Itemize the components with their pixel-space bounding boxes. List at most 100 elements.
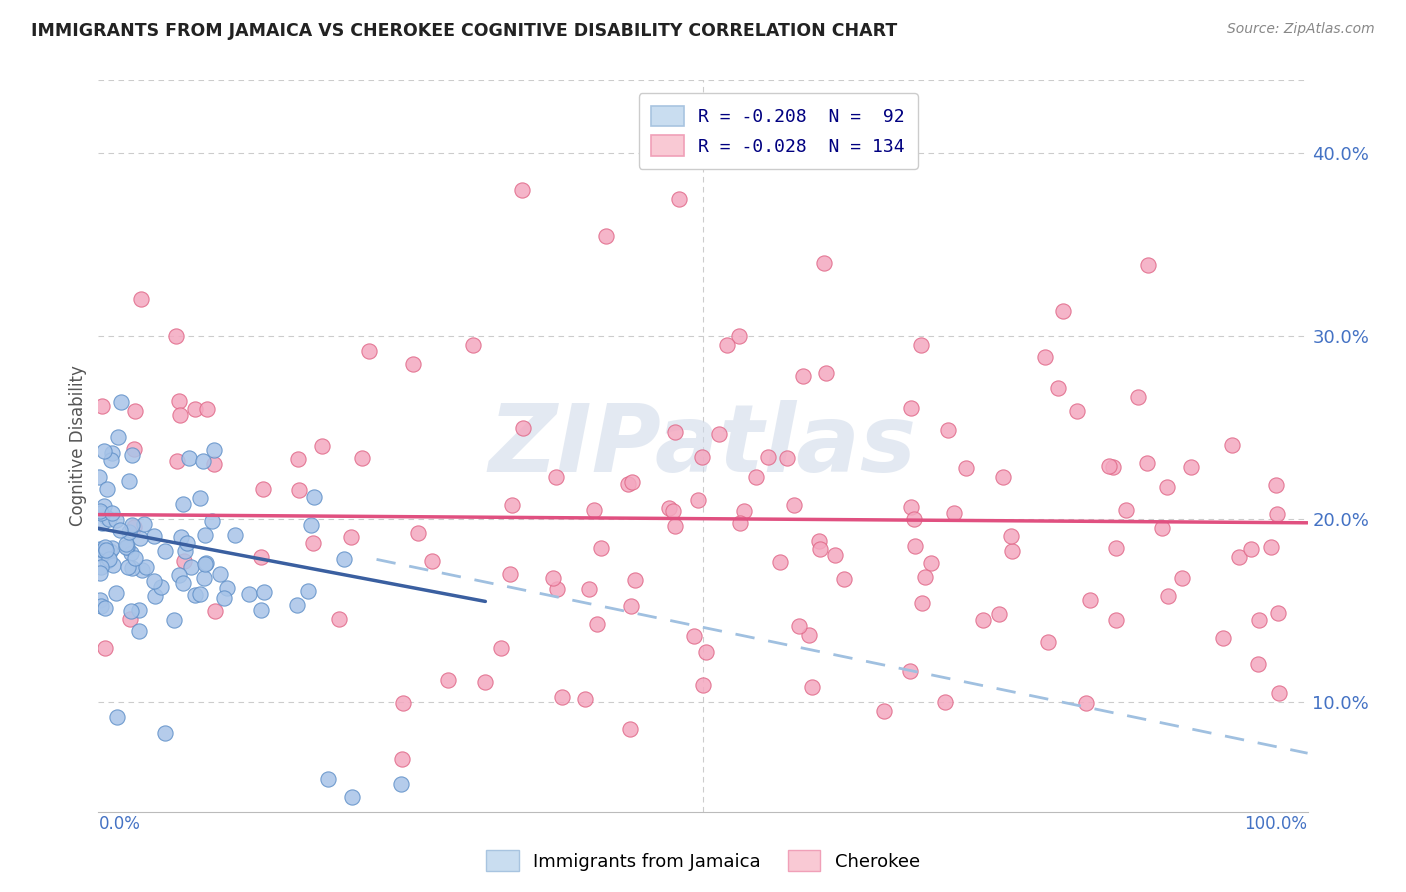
Point [145,589,167,603]
Point [620,475,643,489]
Point [499,567,522,582]
Point [115,540,138,554]
Point [808,542,831,557]
Point [420,554,443,568]
Point [340,530,363,544]
Point [238,586,260,600]
Point [299,518,322,533]
Point [134,517,156,532]
Point [904,539,927,553]
Point [215,582,238,596]
Point [115,541,138,555]
Point [333,552,356,566]
Point [174,543,197,558]
Point [1105,541,1128,555]
Text: Source: ZipAtlas.com: Source: ZipAtlas.com [1227,22,1375,37]
Point [188,491,211,506]
Point [87,470,110,484]
Point [815,366,838,380]
Point [191,454,214,468]
Point [668,192,690,206]
Point [163,613,186,627]
Point [1001,543,1024,558]
Point [357,343,380,358]
Point [149,580,172,594]
Point [1156,480,1178,494]
Point [1240,542,1263,557]
Point [1249,613,1271,627]
Point [201,514,224,528]
Point [1152,521,1174,535]
Point [96,482,118,496]
Point [311,439,333,453]
Point [463,338,485,352]
Point [224,528,246,542]
Point [709,427,731,442]
Point [108,523,131,537]
Point [166,453,188,467]
Point [934,695,956,709]
Point [544,470,567,484]
Point [1105,613,1128,627]
Point [250,550,273,565]
Point [578,582,600,596]
Point [91,542,114,557]
Point [733,503,755,517]
Point [194,557,217,571]
Point [1078,593,1101,607]
Point [911,597,934,611]
Point [153,544,176,558]
Point [104,513,127,527]
Point [392,696,415,710]
Point [437,673,460,687]
Point [93,545,115,559]
Point [391,752,413,766]
Point [129,531,152,545]
Point [900,500,922,514]
Point [799,628,821,642]
Point [920,556,942,570]
Point [105,709,128,723]
Point [1170,571,1192,585]
Point [873,704,896,718]
Point [690,450,713,465]
Point [97,512,120,526]
Point [664,425,686,439]
Point [491,641,513,656]
Point [302,536,325,550]
Point [914,570,936,584]
Point [898,665,921,679]
Point [586,616,609,631]
Point [90,599,112,613]
Point [1038,635,1060,649]
Point [512,421,534,435]
Point [1052,304,1074,318]
Point [716,338,738,352]
Point [90,560,112,574]
Point [1260,540,1282,554]
Point [624,573,647,587]
Point [658,500,681,515]
Point [93,499,115,513]
Point [342,790,364,805]
Point [1227,549,1250,564]
Point [297,583,319,598]
Point [94,543,117,558]
Point [121,448,143,462]
Point [115,536,138,550]
Point [664,518,686,533]
Text: 0.0%: 0.0% [98,815,141,833]
Point [730,516,752,531]
Point [988,607,1011,621]
Point [129,293,152,307]
Point [120,612,142,626]
Point [121,518,143,533]
Point [184,402,207,417]
Point [93,601,115,615]
Point [121,561,143,575]
Point [122,442,145,457]
Point [683,629,706,643]
Point [541,570,564,584]
Point [100,541,122,556]
Point [1137,258,1160,272]
